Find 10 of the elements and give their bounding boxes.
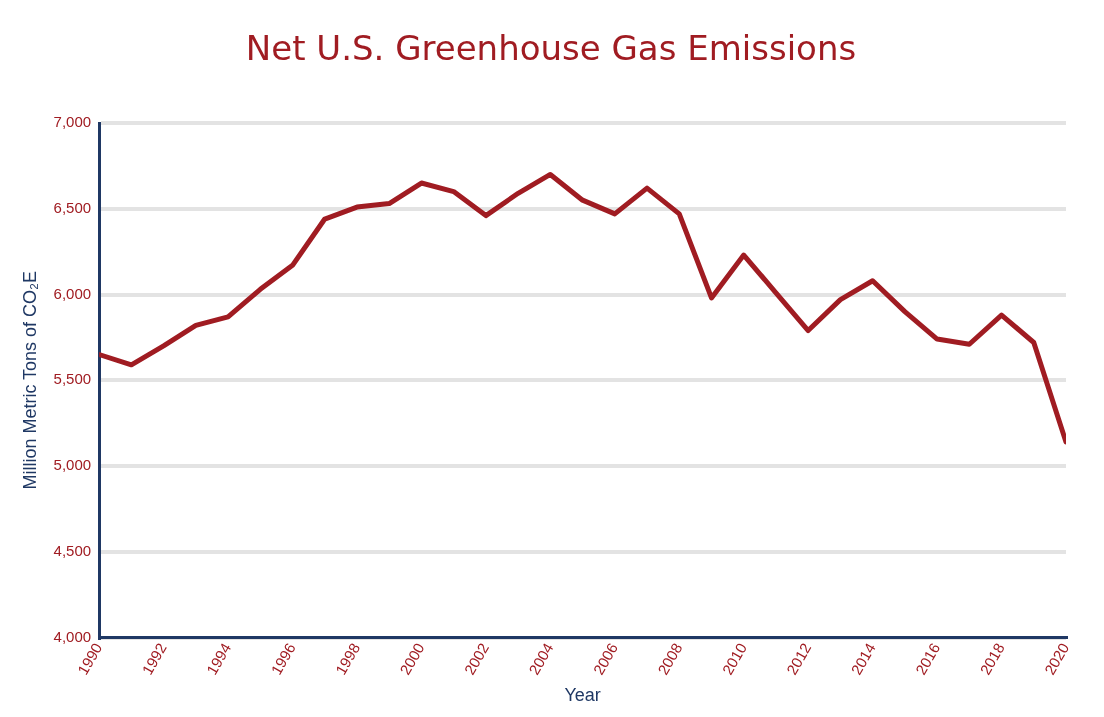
y-tick-label: 4,000 [53,627,92,645]
y-tick-label: 5,000 [53,456,92,474]
y-tick-label: 7,000 [53,113,92,131]
y-tick-label: 6,000 [53,284,92,302]
y-tick-label: 6,500 [53,198,92,216]
x-axis-title: Year [564,685,601,706]
y-axis-title: Million Metric Tons of CO₂E [19,270,40,490]
y-tick-label: 5,500 [53,370,92,388]
chart-title: Net U.S. Greenhouse Gas Emissions [244,28,858,68]
y-tick-label: 4,500 [53,541,92,559]
